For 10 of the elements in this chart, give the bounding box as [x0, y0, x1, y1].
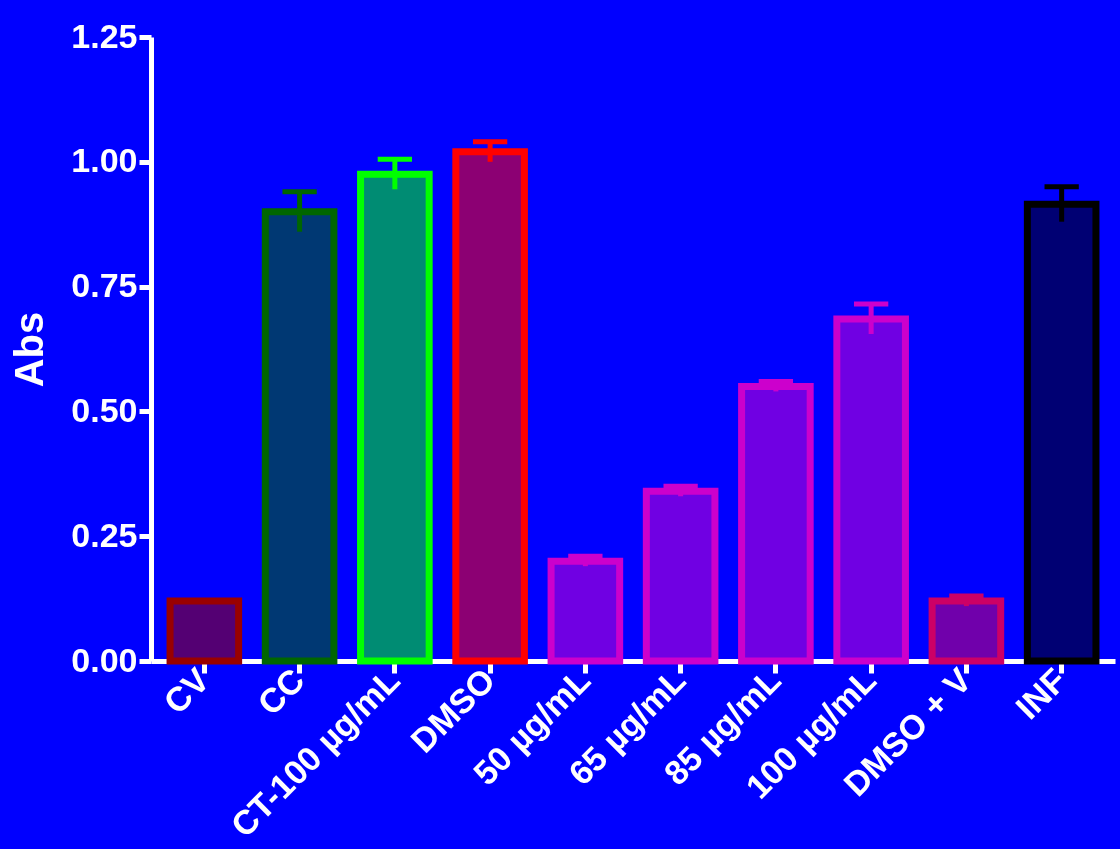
y-tick-label: 1.00 [71, 141, 138, 180]
y-tick-label: 0.25 [71, 515, 138, 554]
x-tick-label: CV [156, 660, 217, 721]
y-axis-title: Abs [7, 311, 52, 388]
x-tick-label: INF [1008, 660, 1074, 727]
x-tick-label: CC [250, 660, 312, 723]
y-tick-label: 1.25 [71, 16, 138, 55]
y-tick-label: 0.50 [71, 390, 138, 429]
y-tick-label: 0.75 [71, 266, 138, 305]
y-tick-label: 0.00 [71, 640, 138, 679]
